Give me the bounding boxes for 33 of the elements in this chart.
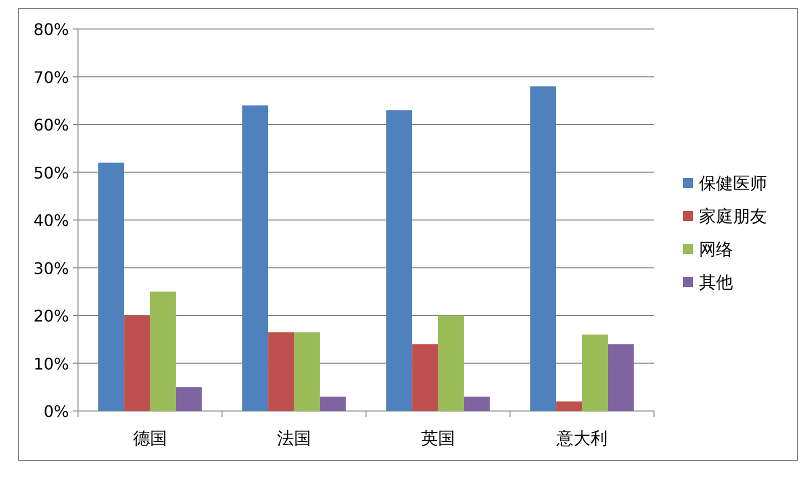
bar [176, 387, 202, 411]
x-tick-label: 意大利 [556, 429, 608, 449]
bar [464, 396, 490, 411]
bar [294, 332, 320, 411]
bar [556, 401, 582, 411]
bar [150, 292, 176, 411]
bar [320, 396, 346, 411]
bar [98, 162, 124, 411]
legend-label: 家庭朋友 [699, 207, 767, 227]
bar [582, 334, 608, 411]
bar [412, 344, 438, 411]
bar [124, 316, 150, 411]
bar [386, 110, 412, 411]
bar [530, 86, 556, 411]
legend-label: 保健医师 [699, 174, 767, 194]
y-tick-label: 80% [33, 20, 69, 39]
legend-label: 其他 [699, 273, 733, 293]
y-tick-label: 50% [33, 163, 69, 182]
y-tick-label: 10% [33, 354, 69, 374]
x-tick-label: 英国 [421, 429, 455, 449]
bar [608, 344, 634, 411]
y-tick-label: 0% [44, 402, 69, 421]
y-tick-label: 30% [33, 258, 69, 278]
legend-label: 网络 [699, 240, 733, 260]
x-tick-label: 德国 [133, 429, 167, 449]
y-tick-label: 60% [33, 116, 69, 134]
y-tick-label: 70% [33, 68, 69, 87]
bar [242, 105, 268, 411]
bar [438, 316, 464, 411]
x-tick-label: 法国 [277, 429, 311, 449]
y-tick-label: 20% [33, 306, 69, 326]
bar [268, 332, 294, 411]
y-tick-label: 40% [33, 211, 69, 230]
